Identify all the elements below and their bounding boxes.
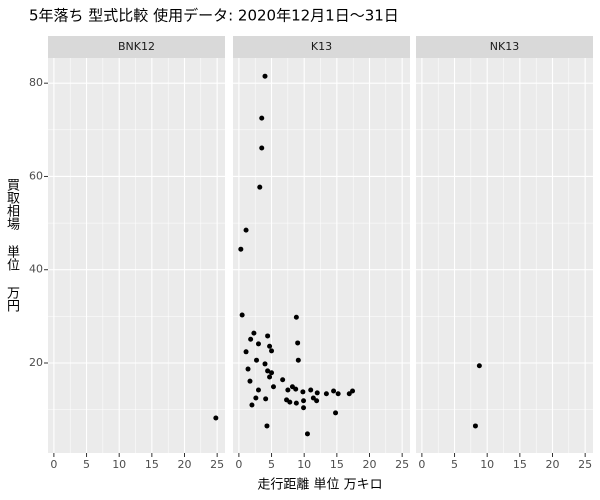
point [213,415,219,421]
panel [416,58,593,453]
point [331,388,337,394]
point [262,73,268,79]
x-tick-label: 20 [178,458,192,471]
point [262,361,268,367]
x-tick-label: 20 [546,458,560,471]
point [255,387,261,393]
y-tick-label: 40 [29,263,43,276]
point [304,431,310,437]
x-tick-label: 25 [395,458,409,471]
point [293,400,299,406]
x-tick-label: 0 [50,458,57,471]
point [251,330,257,336]
y-tick-label: 80 [29,76,43,89]
x-tick-label: 25 [210,458,224,471]
x-axis-label: 走行距離 単位 万キロ [257,477,382,493]
point [346,391,352,397]
point [472,423,478,429]
point [263,396,269,402]
x-tick-label: 5 [268,458,275,471]
y-axis-label: 買取相場 単位 万円 [4,178,19,312]
point [269,348,275,354]
point [245,366,251,372]
point [287,399,293,405]
x-tick-label: 10 [480,458,494,471]
point [335,391,341,397]
point [259,115,265,121]
point [247,378,253,384]
point [243,227,249,233]
point [323,391,329,397]
point [257,184,263,190]
x-tick-label: 15 [145,458,159,471]
x-tick-label: 0 [418,458,425,471]
point [333,410,339,416]
point [301,405,307,411]
point [285,387,291,393]
x-tick-label: 0 [235,458,242,471]
chart-title: 5年落ち 型式比較 使用データ: 2020年12月1日～31日 [29,7,399,25]
x-tick-label: 10 [297,458,311,471]
panel [48,58,225,453]
point [255,341,261,347]
point [264,423,270,429]
point [254,357,260,363]
point [300,389,306,395]
x-tick-label: 25 [578,458,592,471]
strip-label: NK13 [490,40,519,53]
x-tick-label: 10 [112,458,126,471]
point [314,390,320,396]
x-tick-label: 15 [330,458,344,471]
strip [416,36,593,58]
x-tick-label: 20 [363,458,377,471]
point [293,386,299,392]
x-tick-label: 5 [451,458,458,471]
x-tick-label: 15 [513,458,527,471]
point [239,312,245,318]
point [267,374,273,380]
point [270,384,276,390]
point [265,368,271,374]
point [253,395,259,401]
y-tick-label: 20 [29,356,43,369]
point [243,349,249,355]
strip [233,36,410,58]
point [265,333,271,339]
point [293,314,299,320]
point [476,363,482,369]
strip [48,36,225,58]
point [259,145,265,151]
point [295,340,301,346]
point [248,336,254,342]
point [249,402,255,408]
point [295,357,301,363]
point [267,343,273,349]
point [314,398,320,404]
point [280,377,286,383]
point [310,395,316,401]
point [308,387,314,393]
x-tick-label: 5 [83,458,90,471]
point [269,370,275,376]
panel [233,58,410,453]
point [350,388,356,394]
strip-label: BNK12 [118,40,155,53]
strip-label: K13 [311,40,332,53]
point [238,246,244,252]
point [301,398,307,404]
y-tick-label: 60 [29,169,43,182]
